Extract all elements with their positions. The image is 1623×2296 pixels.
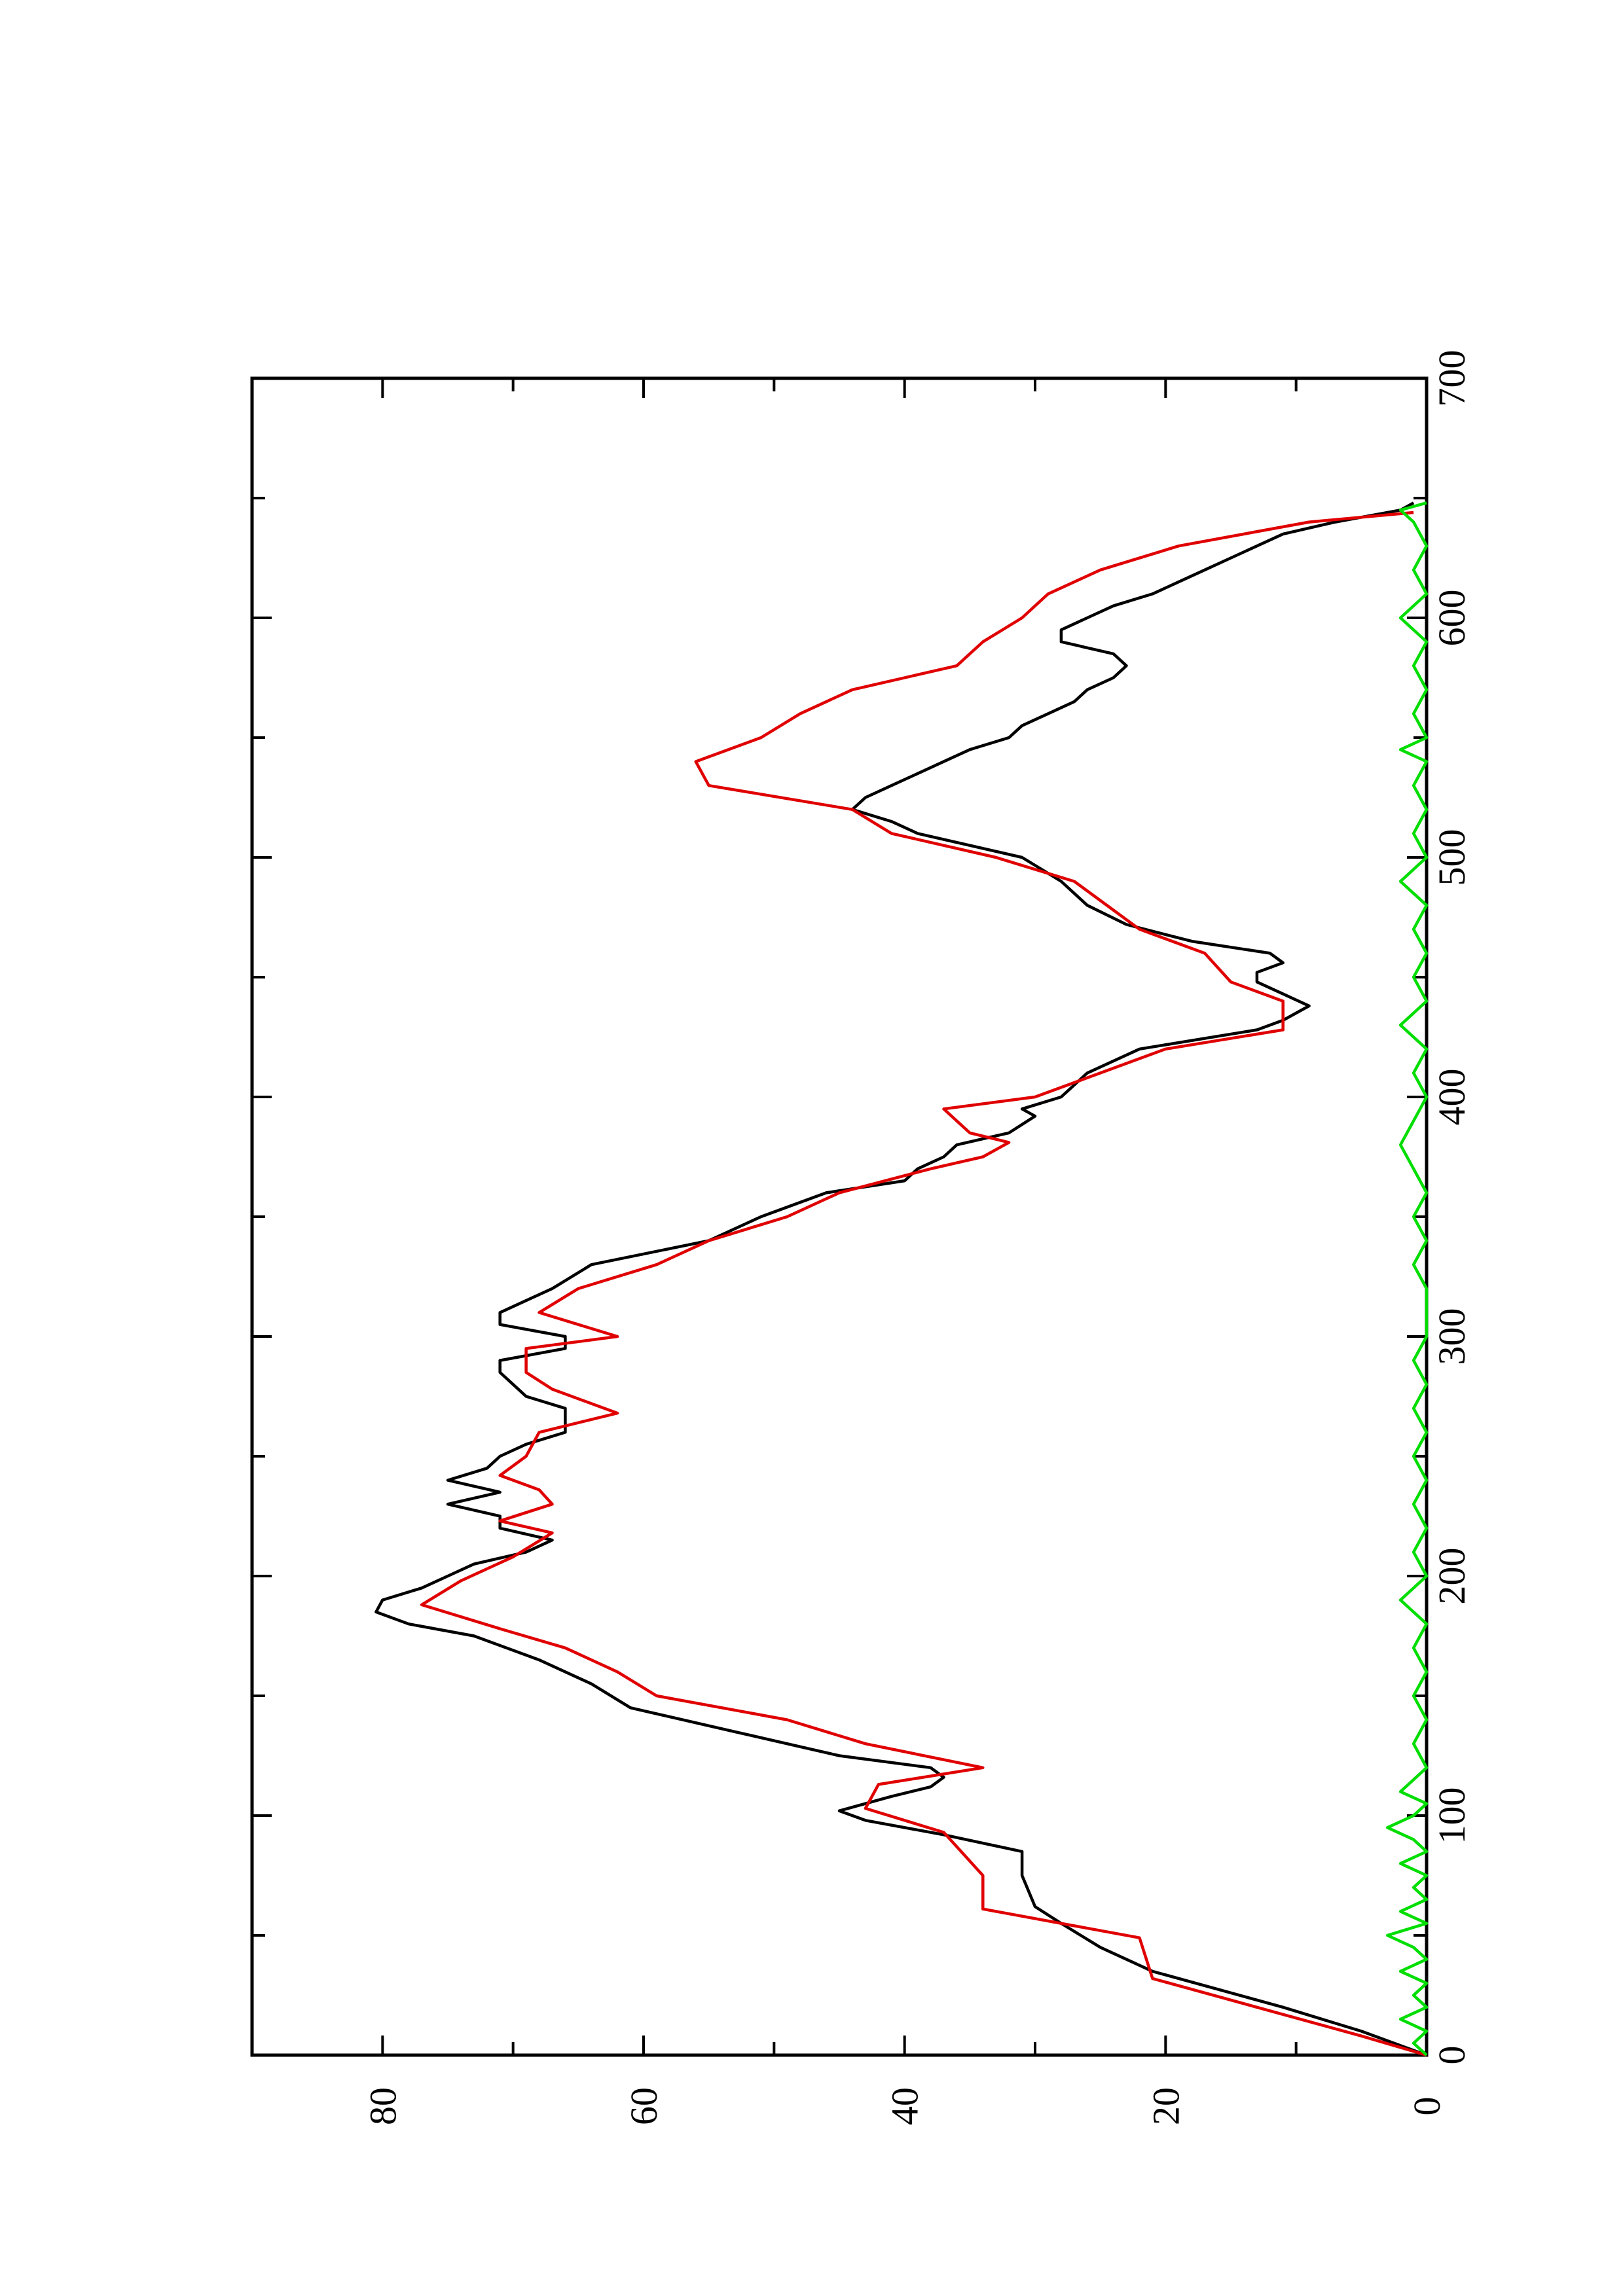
x-tick-label: 600 bbox=[1431, 590, 1473, 647]
axis-tick-labels: 0 100 200 300 400 500 600 700 0 20 40 60 80 bbox=[361, 350, 1473, 2126]
y-tick-label: 60 bbox=[623, 2087, 665, 2125]
x-tick-label: 500 bbox=[1431, 829, 1473, 886]
y-tick-label: 0 bbox=[1406, 2097, 1448, 2116]
x-tick-label: 0 bbox=[1431, 2046, 1473, 2065]
y-tick-label: 40 bbox=[884, 2087, 926, 2125]
y-tick-label: 20 bbox=[1144, 2087, 1187, 2125]
axis-ticks bbox=[252, 377, 1428, 2056]
x-tick-label: 300 bbox=[1431, 1308, 1473, 1365]
series-line-2 bbox=[420, 511, 1427, 2057]
series-line-1 bbox=[374, 501, 1427, 2057]
series-line-3 bbox=[1385, 501, 1429, 2056]
y-tick-label: 80 bbox=[361, 2087, 404, 2125]
x-tick-label: 100 bbox=[1431, 1787, 1473, 1844]
x-tick-label: 700 bbox=[1431, 350, 1473, 407]
series-lines bbox=[374, 501, 1429, 2057]
plot-frame bbox=[250, 376, 1429, 2057]
x-tick-label: 400 bbox=[1431, 1069, 1473, 1126]
x-tick-label: 200 bbox=[1431, 1548, 1473, 1605]
